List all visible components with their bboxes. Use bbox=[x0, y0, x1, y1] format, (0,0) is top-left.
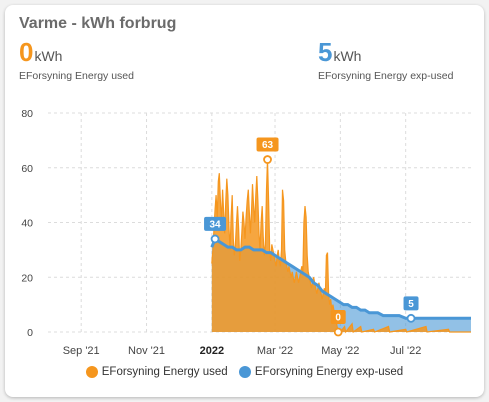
annotation-label-3: 5 bbox=[408, 299, 414, 310]
annotation-marker-0 bbox=[210, 234, 220, 244]
annotation-0: 34 bbox=[204, 216, 227, 244]
x-tick-label-May-22: May '22 bbox=[321, 345, 359, 357]
series-layer[interactable] bbox=[210, 159, 472, 334]
x-tick-label-Jul-22: Jul '22 bbox=[390, 345, 421, 357]
annotation-box-1 bbox=[256, 137, 279, 152]
annotation-layer: 34 63 0 5 bbox=[204, 137, 419, 337]
series-area-used[interactable] bbox=[211, 159, 472, 333]
energy-card: Varme - kWh forbrug 0kWh EForsyning Ener… bbox=[5, 5, 484, 397]
annotation-marker-3 bbox=[406, 313, 416, 323]
annotation-box-0 bbox=[204, 216, 227, 231]
card-title: Varme - kWh forbrug bbox=[19, 15, 177, 32]
y-tick-label-40: 40 bbox=[21, 218, 33, 230]
annotation-2: 0 bbox=[330, 310, 346, 337]
annotation-label-2: 0 bbox=[335, 313, 341, 324]
legend-dot-exp bbox=[238, 366, 251, 378]
annotation-1: 63 bbox=[256, 137, 279, 164]
stat-exp[interactable]: 5kWh EForsyning Energy exp-used bbox=[318, 37, 453, 82]
stat-used-label: EForsyning Energy used bbox=[19, 70, 134, 82]
legend-label-used: EForsyning Energy used bbox=[101, 366, 228, 378]
legend-item-used[interactable]: EForsyning Energy used bbox=[85, 366, 228, 378]
legend-label-exp: EForsyning Energy exp-used bbox=[254, 366, 404, 378]
energy-chart[interactable]: 0 20 40 60 80 Sep '21 Nov '21 2022 Mar '22 May '… bbox=[5, 5, 484, 397]
stat-exp-label: EForsyning Energy exp-used bbox=[318, 70, 454, 82]
x-tick-label-Mar-22: Mar '22 bbox=[257, 345, 293, 357]
y-tick-label-60: 60 bbox=[21, 163, 33, 175]
annotation-label-1: 63 bbox=[262, 140, 274, 151]
y-tick-label-0: 0 bbox=[27, 327, 33, 339]
annotation-marker-1 bbox=[263, 155, 272, 164]
x-axis: Sep '21 Nov '21 2022 Mar '22 May '22 Jul '22 bbox=[63, 345, 422, 357]
chart-legend: EForsyning Energy used EForsyning Energy… bbox=[5, 366, 484, 381]
annotation-box-3 bbox=[403, 296, 419, 311]
legend-dot-used bbox=[85, 366, 98, 378]
x-tick-label-2022: 2022 bbox=[200, 345, 224, 357]
stat-used-unit: kWh bbox=[34, 48, 63, 64]
y-tick-label-80: 80 bbox=[21, 108, 33, 120]
stat-exp-unit: kWh bbox=[333, 48, 362, 64]
stat-used-value: 0 bbox=[19, 37, 34, 67]
y-axis: 0 20 40 60 80 bbox=[21, 108, 33, 339]
stat-used[interactable]: 0kWh EForsyning Energy used bbox=[19, 37, 134, 82]
x-tick-label-Sep-21: Sep '21 bbox=[63, 345, 100, 357]
annotation-marker-2 bbox=[333, 327, 343, 337]
y-tick-label-20: 20 bbox=[21, 272, 33, 284]
stat-exp-value: 5 bbox=[318, 37, 333, 67]
annotation-box-2 bbox=[330, 310, 346, 324]
annotation-label-0: 34 bbox=[209, 219, 221, 230]
annotation-3: 5 bbox=[403, 296, 419, 323]
x-tick-label-Nov-21: Nov '21 bbox=[128, 345, 165, 357]
legend-item-exp[interactable]: EForsyning Energy exp-used bbox=[238, 366, 404, 378]
